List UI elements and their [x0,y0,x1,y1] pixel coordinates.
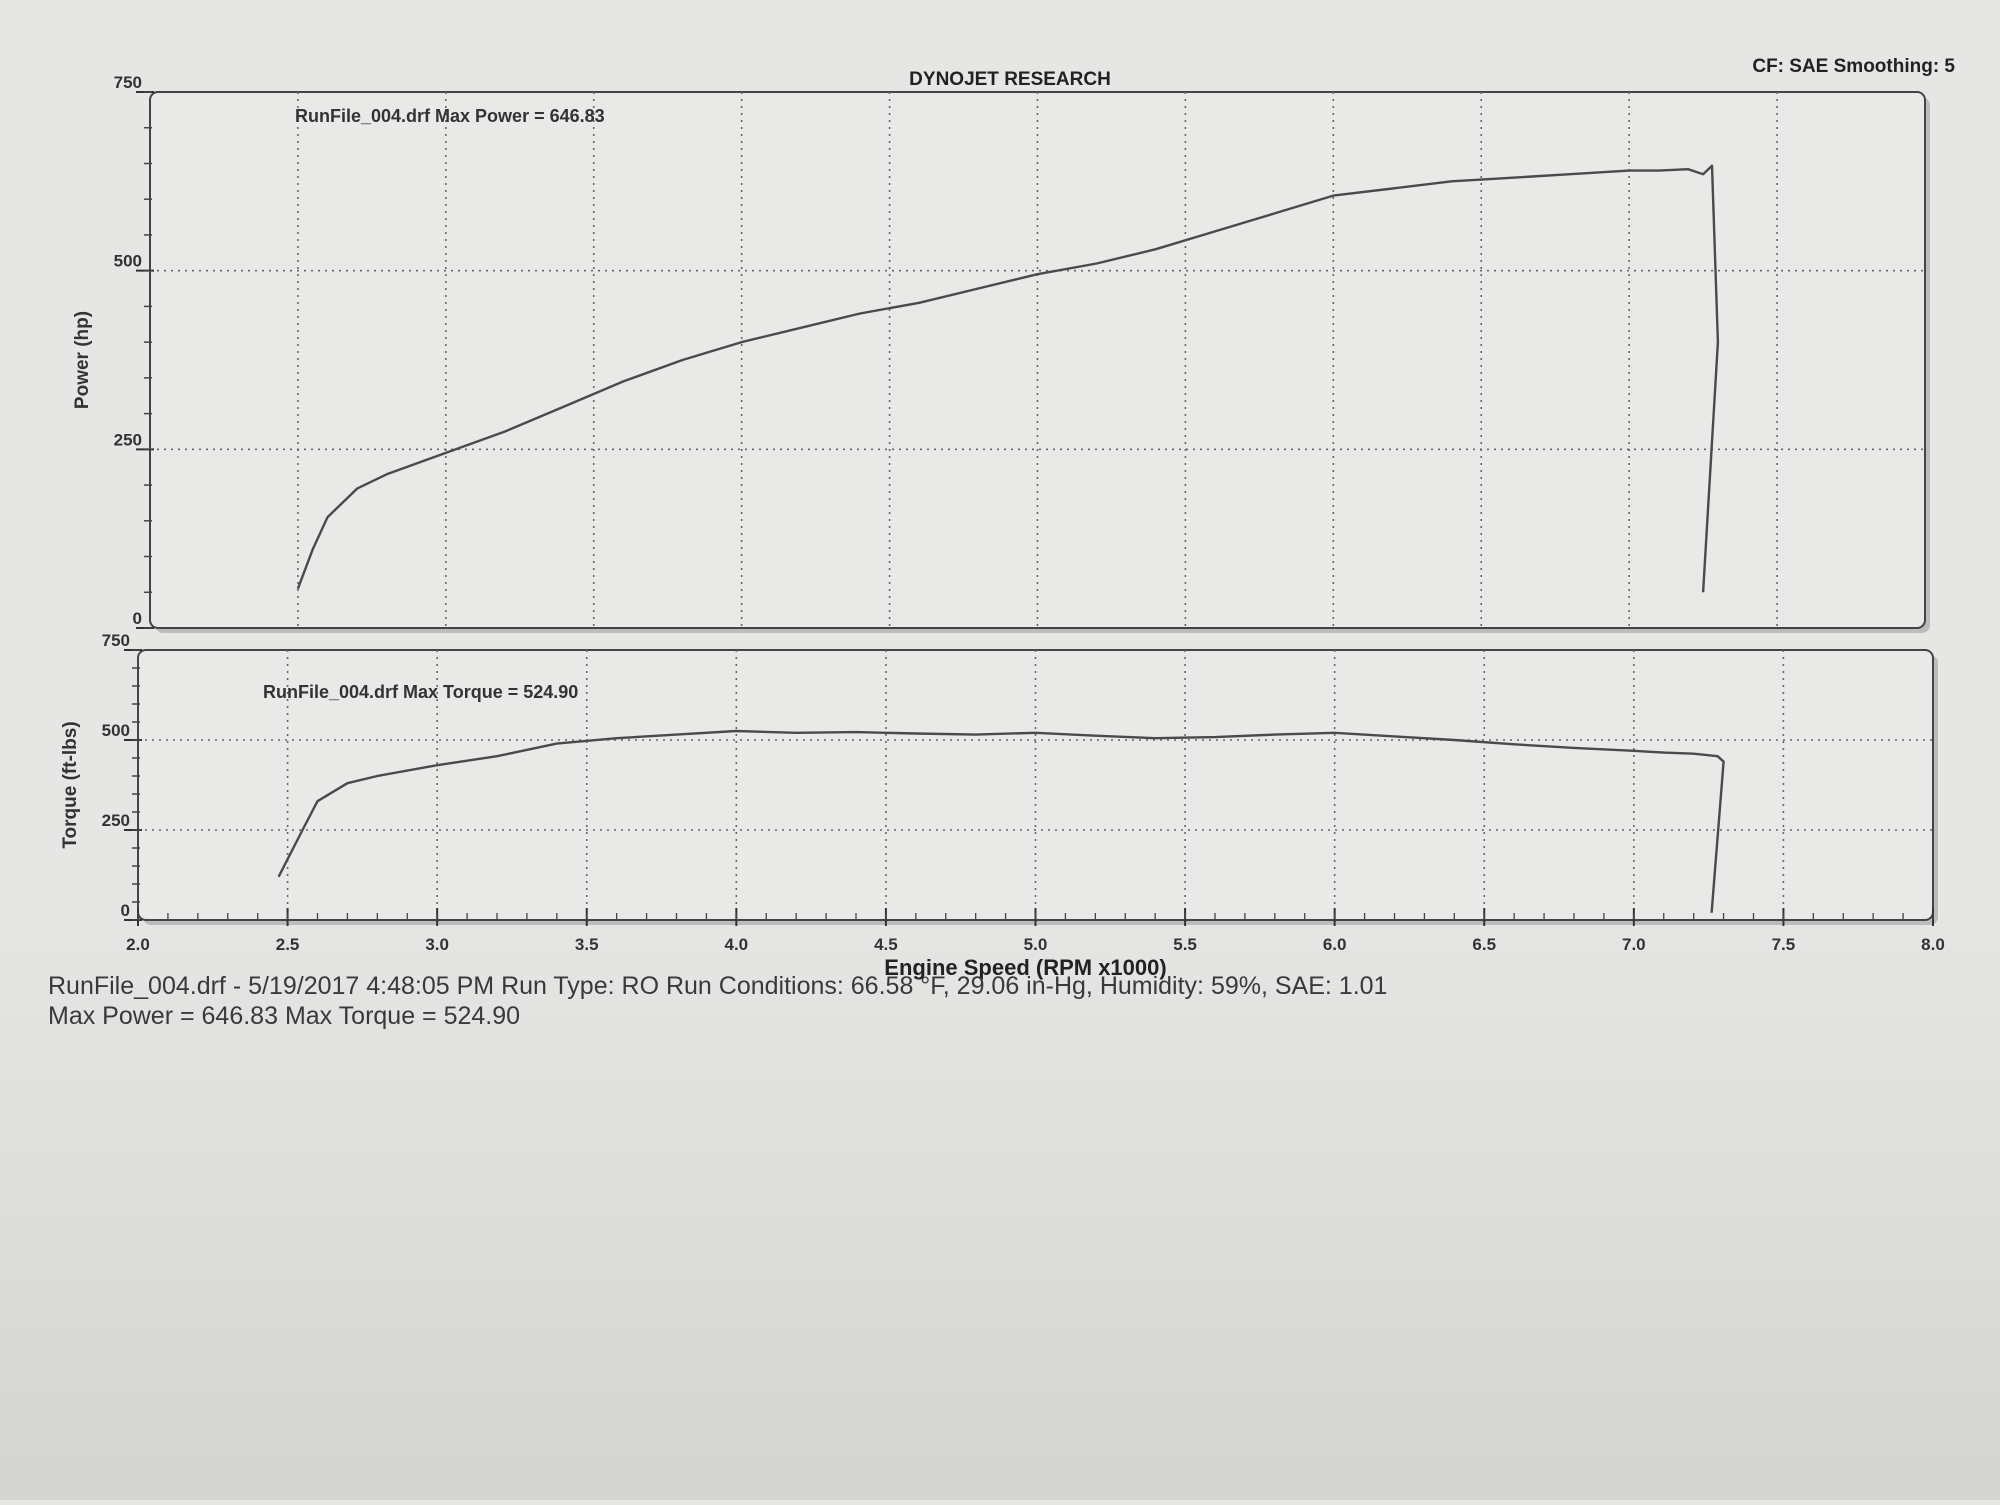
torque-series-line [277,729,1725,913]
power-series-line [296,164,1720,593]
x-tick-label: 4.0 [725,935,749,954]
power-panel: 0 250 500 750 Power (hp) RunFile_004.drf Max … [72,73,1930,633]
x-axis-label: Engine Speed (RPM x1000) [884,955,1166,980]
power-y-tick-label: 500 [114,252,142,271]
power-annotation: RunFile_004.drf Max Power = 646.83 [295,106,605,126]
torque-y-label: Torque (ft-lbs) [60,721,81,848]
x-tick-label: 6.0 [1323,935,1347,954]
torque-y-tick-label: 750 [102,631,130,650]
x-tick-label: 5.5 [1173,935,1197,954]
power-y-label: Power (hp) [72,311,93,409]
x-tick-label: 3.5 [575,935,599,954]
x-tick-label: 7.5 [1772,935,1796,954]
torque-y-tick-label: 0 [121,901,130,920]
power-y-tick-label: 750 [114,73,142,92]
x-tick-label: 8.0 [1921,935,1945,954]
power-y-tick-label: 0 [133,609,142,628]
x-tick-label: 2.5 [276,935,300,954]
x-tick-label: 2.0 [126,935,150,954]
torque-annotation: RunFile_004.drf Max Torque = 524.90 [263,682,578,702]
chart-settings: CF: SAE Smoothing: 5 [1752,56,1955,77]
x-tick-label: 3.0 [425,935,449,954]
x-tick-label: 5.0 [1024,935,1048,954]
x-tick-label: 6.5 [1472,935,1496,954]
chart-title: DYNOJET RESEARCH [909,69,1111,90]
x-tick-label: 7.0 [1622,935,1646,954]
x-tick-label: 4.5 [874,935,898,954]
torque-y-tick-label: 250 [102,811,130,830]
power-y-tick-label: 250 [114,430,142,449]
torque-y-tick-label: 500 [102,721,130,740]
torque-panel: 0 250 500 750 Torque (ft-lbs) RunFile_004.drf… [60,631,1945,980]
run-info-line: RunFile_004.drf - 5/19/2017 4:48:05 PM R… [48,972,1388,1000]
max-summary-line: Max Power = 646.83 Max Torque = 524.90 [48,1002,521,1030]
